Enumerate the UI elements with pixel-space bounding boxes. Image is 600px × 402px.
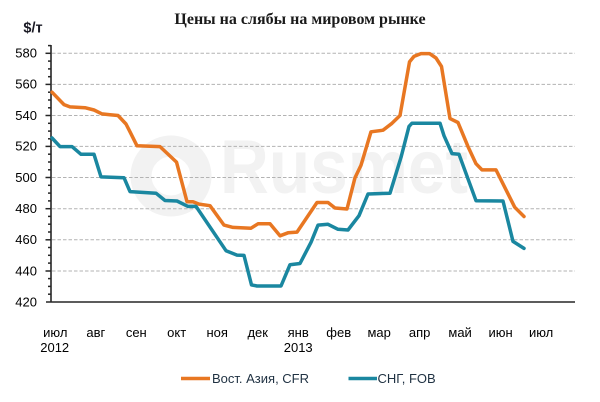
svg-text:2013: 2013 <box>284 340 313 355</box>
svg-text:420: 420 <box>15 294 37 309</box>
svg-text:440: 440 <box>15 263 37 278</box>
svg-text:$/т: $/т <box>23 21 42 37</box>
svg-text:520: 520 <box>15 139 37 154</box>
svg-text:дек: дек <box>247 325 268 340</box>
svg-text:мар: мар <box>367 325 390 340</box>
svg-text:Цены на слябы на мировом рынке: Цены на слябы на мировом рынке <box>174 11 425 28</box>
svg-text:540: 540 <box>15 108 37 123</box>
svg-text:фев: фев <box>326 325 351 340</box>
svg-text:янв: янв <box>288 325 309 340</box>
svg-text:580: 580 <box>15 46 37 61</box>
svg-text:июл: июл <box>529 325 553 340</box>
svg-text:Rusmet: Rusmet <box>220 125 468 210</box>
svg-text:560: 560 <box>15 77 37 92</box>
svg-text:460: 460 <box>15 232 37 247</box>
svg-text:авг: авг <box>86 325 105 340</box>
svg-text:Вост. Азия, CFR: Вост. Азия, CFR <box>212 371 309 386</box>
svg-text:май: май <box>448 325 471 340</box>
svg-text:СНГ, FOB: СНГ, FOB <box>378 371 436 386</box>
svg-text:июн: июн <box>488 325 512 340</box>
svg-text:480: 480 <box>15 201 37 216</box>
svg-text:сен: сен <box>126 325 147 340</box>
svg-text:2012: 2012 <box>40 340 69 355</box>
svg-text:500: 500 <box>15 170 37 185</box>
svg-text:июл: июл <box>43 325 67 340</box>
svg-text:ноя: ноя <box>206 325 227 340</box>
svg-text:апр: апр <box>409 325 431 340</box>
svg-text:окт: окт <box>167 325 186 340</box>
